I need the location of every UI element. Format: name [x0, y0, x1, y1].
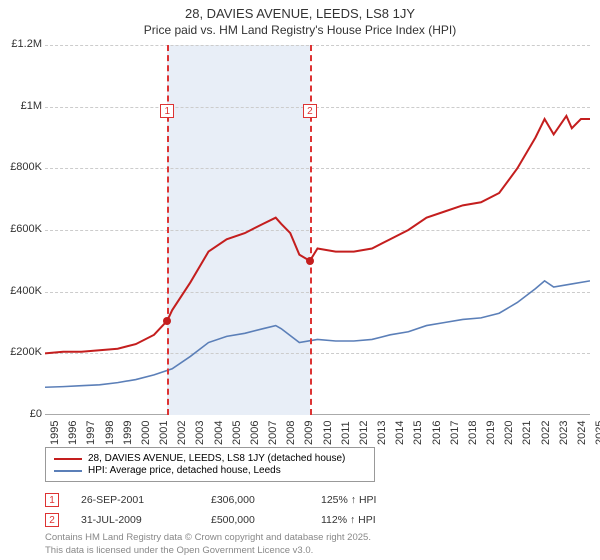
footer-line-2: This data is licensed under the Open Gov…	[45, 545, 371, 557]
x-axis-label: 2021	[521, 421, 533, 445]
x-axis-label: 2018	[467, 421, 479, 445]
sale-row-2: 2 31-JUL-2009 £500,000 112% ↑ HPI	[45, 513, 376, 527]
x-axis-label: 2022	[540, 421, 552, 445]
y-axis-label: £800K	[2, 161, 42, 173]
x-axis-label: 2019	[485, 421, 497, 445]
sale-price-1: £306,000	[211, 494, 321, 506]
sale-date-1: 26-SEP-2001	[81, 494, 211, 506]
x-axis-label: 2007	[267, 421, 279, 445]
title-line-1: 28, DAVIES AVENUE, LEEDS, LS8 1JY	[0, 6, 600, 21]
x-axis-label: 2008	[285, 421, 297, 445]
x-axis-label: 2024	[576, 421, 588, 445]
legend-swatch-2	[54, 470, 82, 472]
x-axis-label: 1996	[67, 421, 79, 445]
title-line-2: Price paid vs. HM Land Registry's House …	[0, 23, 600, 37]
x-axis-label: 2013	[376, 421, 388, 445]
sale-date-2: 31-JUL-2009	[81, 514, 211, 526]
sale-marker-2: 2	[45, 513, 59, 527]
x-axis-label: 1997	[85, 421, 97, 445]
legend-row-2: HPI: Average price, detached house, Leed…	[54, 465, 366, 476]
x-axis-label: 2011	[340, 421, 352, 445]
y-axis-label: £1M	[2, 100, 42, 112]
x-axis-label: 2016	[431, 421, 443, 445]
footer-attribution: Contains HM Land Registry data © Crown c…	[45, 532, 371, 557]
legend-row-1: 28, DAVIES AVENUE, LEEDS, LS8 1JY (detac…	[54, 453, 366, 464]
x-axis-label: 2014	[394, 421, 406, 445]
y-axis-label: £200K	[2, 346, 42, 358]
series-line	[45, 281, 590, 387]
y-axis-label: £0	[2, 408, 42, 420]
x-axis-label: 2012	[358, 421, 370, 445]
y-axis-label: £400K	[2, 285, 42, 297]
x-axis-label: 2004	[213, 421, 225, 445]
sale-price-2: £500,000	[211, 514, 321, 526]
x-axis-label: 2010	[322, 421, 334, 445]
x-axis-label: 1999	[122, 421, 134, 445]
x-axis-label: 2002	[176, 421, 188, 445]
y-axis-label: £600K	[2, 223, 42, 235]
footer-line-1: Contains HM Land Registry data © Crown c…	[45, 532, 371, 544]
x-axis-label: 2023	[558, 421, 570, 445]
marker-line	[167, 45, 169, 415]
chart-plot-area: 12	[45, 45, 590, 415]
sale-hpi-1: 125% ↑ HPI	[321, 494, 376, 506]
x-axis-label: 1995	[49, 421, 61, 445]
x-axis-label: 2003	[194, 421, 206, 445]
legend-label-2: HPI: Average price, detached house, Leed…	[88, 465, 281, 476]
x-axis-label: 2001	[158, 421, 170, 445]
sale-marker-1: 1	[45, 493, 59, 507]
x-axis-label: 2017	[449, 421, 461, 445]
chart-title-block: 28, DAVIES AVENUE, LEEDS, LS8 1JY Price …	[0, 0, 600, 37]
legend-label-1: 28, DAVIES AVENUE, LEEDS, LS8 1JY (detac…	[88, 453, 345, 464]
x-axis-label: 2009	[303, 421, 315, 445]
x-axis-label: 2000	[140, 421, 152, 445]
marker-label: 1	[160, 104, 174, 118]
sale-dot	[306, 257, 314, 265]
series-line	[45, 116, 590, 353]
x-axis-label: 1998	[104, 421, 116, 445]
x-axis-label: 2025	[594, 421, 600, 445]
y-axis-label: £1.2M	[2, 38, 42, 50]
marker-line	[310, 45, 312, 415]
x-axis-label: 2020	[503, 421, 515, 445]
sale-dot	[163, 317, 171, 325]
x-axis-label: 2005	[231, 421, 243, 445]
sale-hpi-2: 112% ↑ HPI	[321, 514, 376, 526]
legend-swatch-1	[54, 458, 82, 460]
x-axis-label: 2006	[249, 421, 261, 445]
chart-lines-svg	[45, 45, 590, 415]
sale-row-1: 1 26-SEP-2001 £306,000 125% ↑ HPI	[45, 493, 376, 507]
marker-label: 2	[303, 104, 317, 118]
x-axis-label: 2015	[412, 421, 424, 445]
legend-box: 28, DAVIES AVENUE, LEEDS, LS8 1JY (detac…	[45, 447, 375, 482]
